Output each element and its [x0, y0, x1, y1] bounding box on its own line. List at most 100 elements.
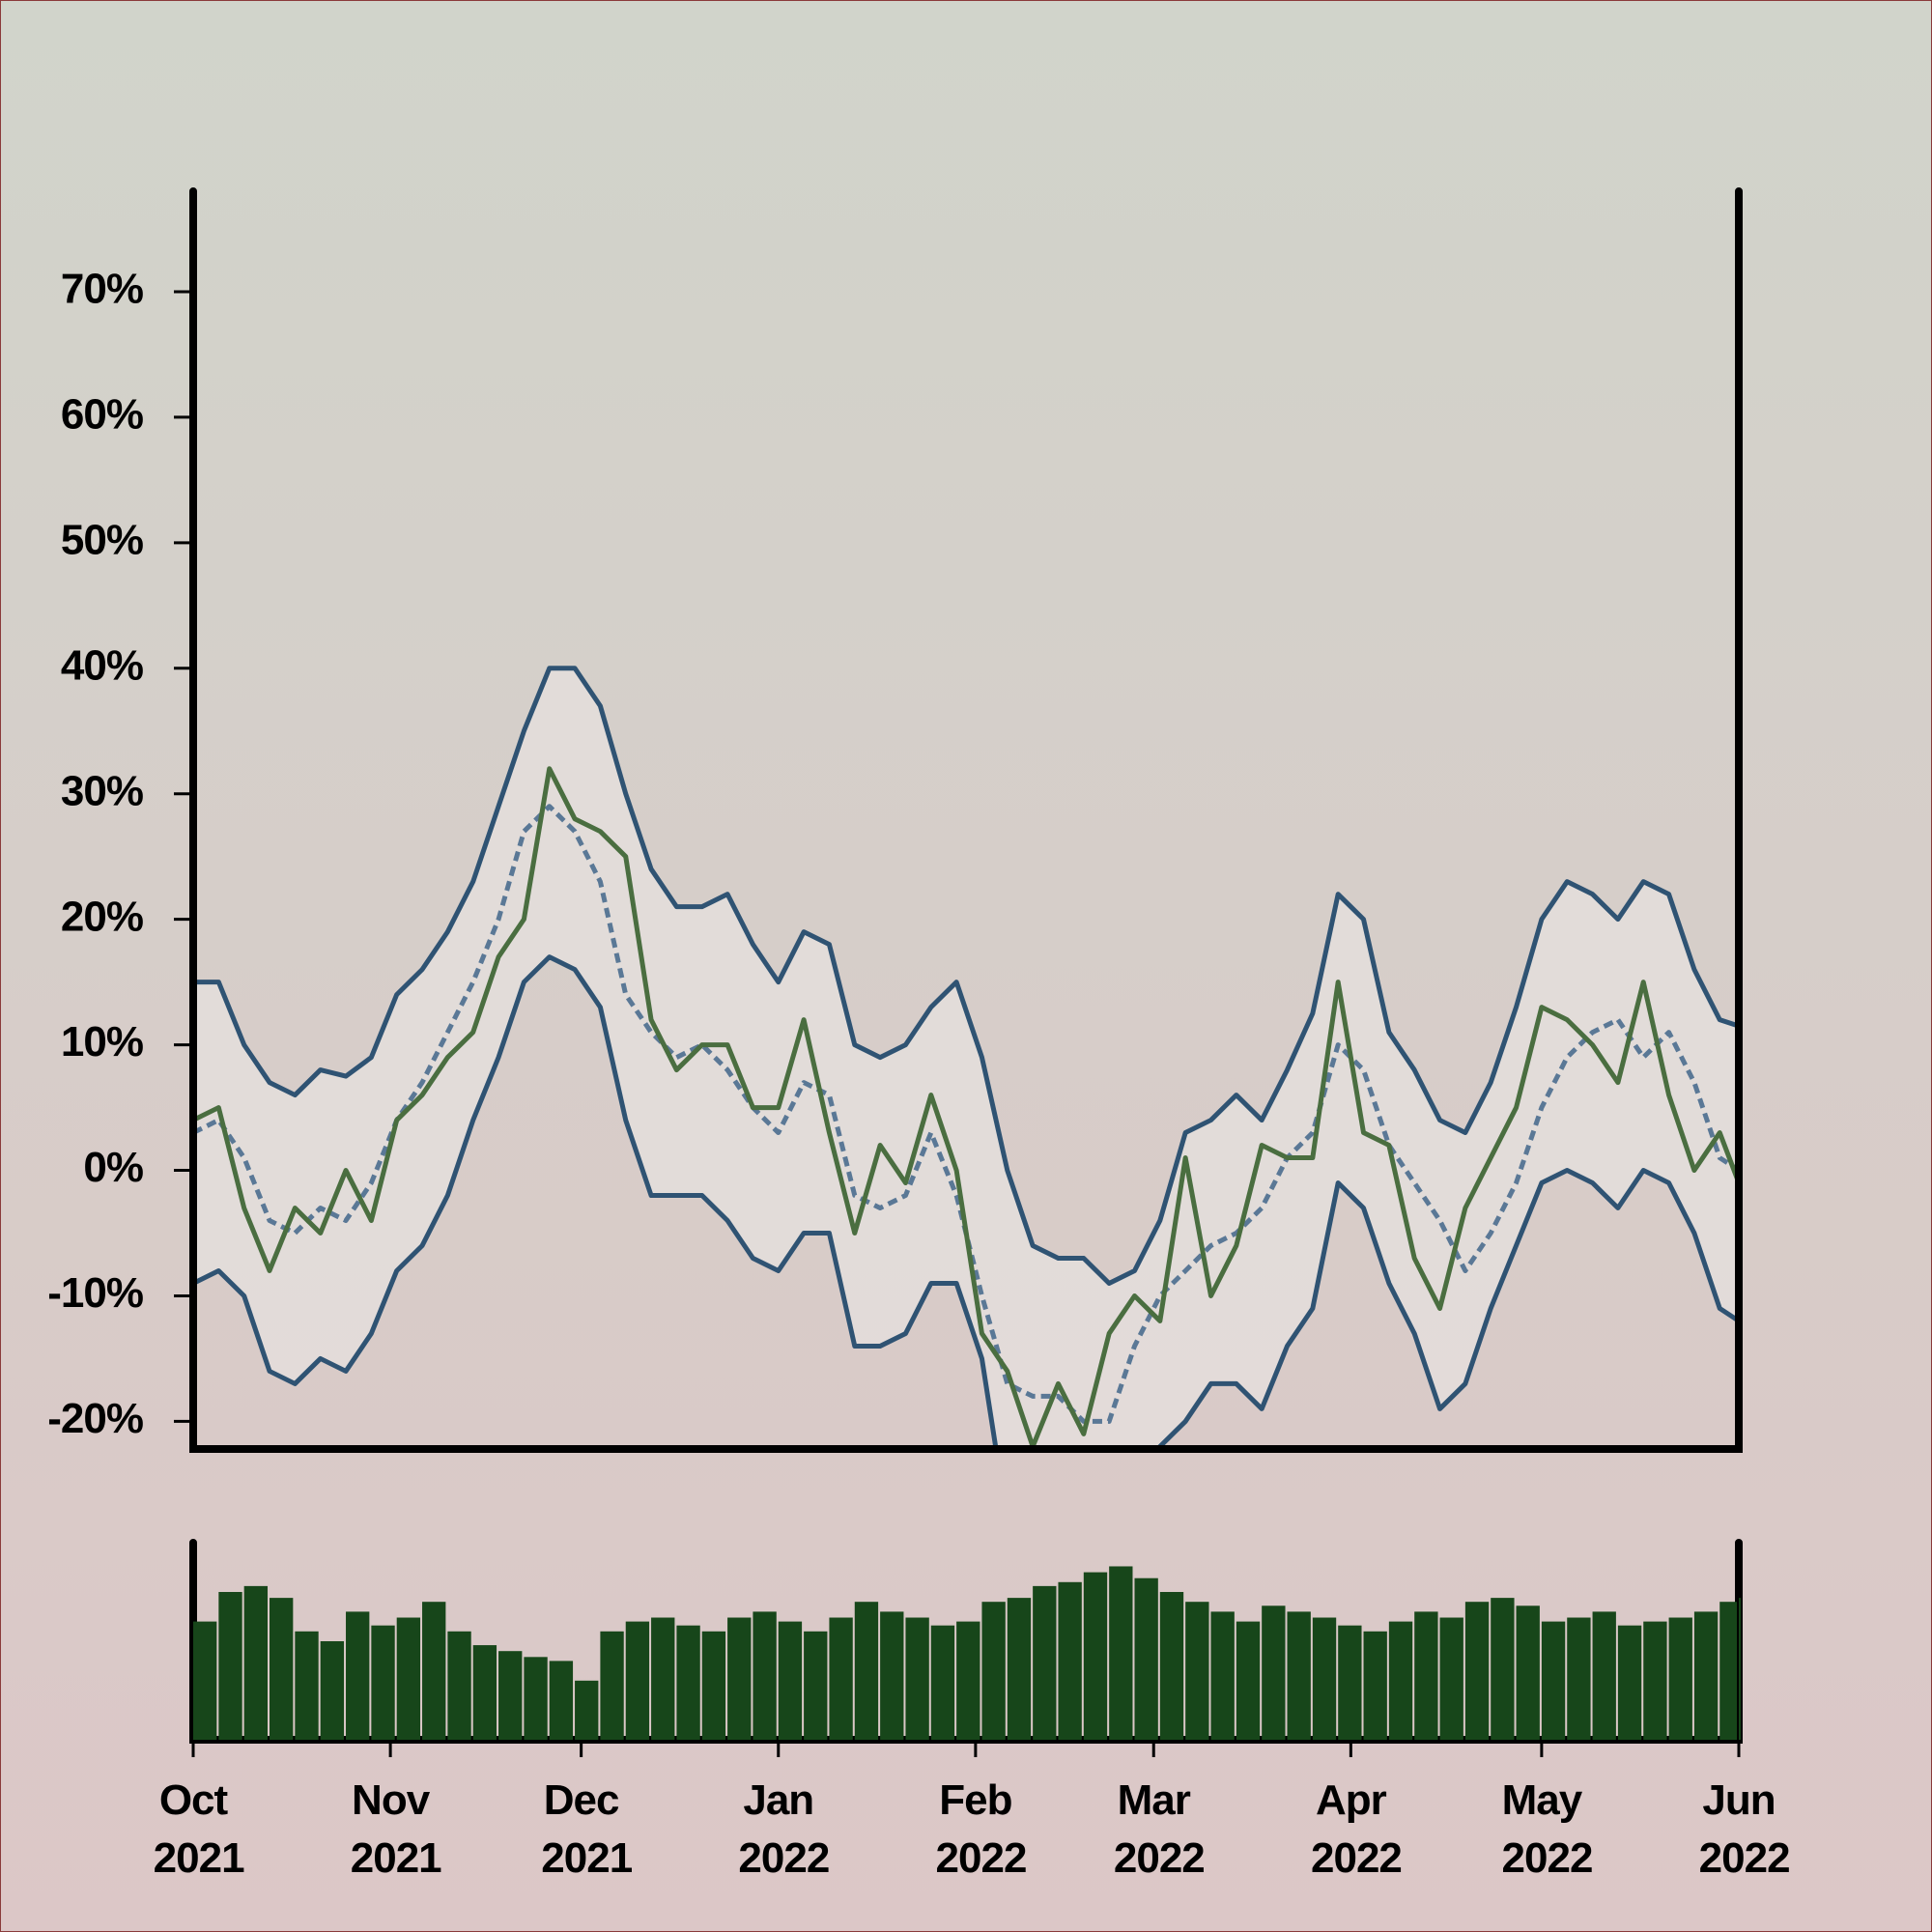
volume-bar — [1541, 1621, 1566, 1740]
volume-bar — [371, 1625, 395, 1740]
x-tick-label: Apr 2022 — [1300, 1776, 1402, 1882]
x-tick-label-line: 2022 — [1103, 1834, 1205, 1882]
volume-bar — [396, 1617, 421, 1740]
volume-bar — [243, 1585, 269, 1740]
volume-bar — [218, 1592, 242, 1740]
x-tick-label-line: Oct — [159, 1776, 229, 1824]
frame — [189, 187, 1743, 1453]
volume-bar — [1262, 1605, 1286, 1740]
volume-bar — [346, 1611, 370, 1740]
x-tick-label-line: 2022 — [727, 1834, 829, 1882]
x-tick-label-line: 2022 — [1688, 1834, 1789, 1882]
volume-bar — [447, 1631, 471, 1740]
y-tick-label: -10% — [47, 1269, 143, 1317]
x-tick-label-line: Apr — [1316, 1776, 1387, 1824]
volume-bar — [1491, 1598, 1515, 1740]
x-tick-label-line: 2021 — [142, 1834, 244, 1882]
volume-bar — [1312, 1617, 1337, 1740]
volume-bar — [651, 1617, 675, 1740]
series-line — [193, 766, 1739, 1449]
series-line — [193, 954, 1739, 1449]
volume-bar — [1134, 1577, 1158, 1740]
volume-bar — [753, 1611, 777, 1740]
volume-bar — [1464, 1602, 1490, 1740]
x-tick-label: May 2022 — [1491, 1776, 1592, 1882]
volume-bar — [600, 1631, 624, 1740]
volume-bar — [1083, 1572, 1108, 1740]
x-tick-label: Jan 2022 — [727, 1776, 829, 1882]
x-tick-label-line: 2021 — [340, 1834, 442, 1882]
volume-bar — [1516, 1605, 1540, 1740]
volume-bar — [193, 1621, 217, 1740]
volume-bar — [1739, 1598, 1741, 1740]
volume-bar — [1210, 1611, 1235, 1740]
volume-bar — [905, 1617, 929, 1740]
volume-bar — [1109, 1566, 1133, 1740]
x-tick-label: Jun 2022 — [1688, 1776, 1789, 1882]
x-tick-label-line: Feb — [939, 1776, 1011, 1824]
volume-bar — [701, 1631, 726, 1740]
volume-bar — [320, 1641, 345, 1740]
y-tick-label: 40% — [61, 641, 143, 689]
y-tick-label: -20% — [47, 1395, 143, 1442]
x-tick-label-line: Mar — [1118, 1776, 1191, 1824]
band-fill — [193, 668, 1739, 1449]
y-tick-label: 0% — [83, 1144, 143, 1191]
volume-bar — [1719, 1602, 1737, 1740]
volume-bar — [1338, 1625, 1362, 1740]
x-tick-label-line: May — [1502, 1776, 1583, 1824]
volume-bar — [854, 1602, 879, 1740]
x-tick-label: Oct 2021 — [142, 1776, 244, 1882]
volume-bar — [422, 1602, 446, 1740]
volume-bar — [829, 1617, 853, 1740]
volume-bar — [1693, 1611, 1719, 1740]
y-tick-label: 60% — [61, 391, 143, 439]
volume-bar — [549, 1661, 574, 1740]
volume-bar — [1592, 1611, 1616, 1740]
volume-bar — [1414, 1611, 1438, 1740]
volume-bar — [1007, 1598, 1032, 1740]
volume-bar — [625, 1621, 650, 1740]
y-tick-label: 20% — [61, 893, 143, 940]
volume-bar — [1033, 1585, 1057, 1740]
volume-bar — [270, 1598, 294, 1740]
volume-bar — [1287, 1611, 1311, 1740]
volume-bar — [1388, 1621, 1413, 1740]
volume-bar — [930, 1625, 955, 1740]
x-tick-label-line: Jun — [1702, 1776, 1775, 1824]
y-tick-label: 70% — [61, 266, 143, 313]
volume-bar — [1058, 1581, 1082, 1740]
volume-bar — [472, 1645, 497, 1740]
volume-bar — [575, 1680, 599, 1740]
volume-bar — [524, 1657, 548, 1740]
x-tick-label-line: Dec — [544, 1776, 619, 1824]
volume-bar — [804, 1631, 828, 1740]
x-tick-label-line: 2021 — [530, 1834, 633, 1882]
volume-bar — [295, 1631, 319, 1740]
volume-bar — [1439, 1617, 1463, 1740]
series-line — [193, 666, 1739, 1286]
x-tick-label: Mar 2022 — [1103, 1776, 1205, 1882]
y-tick-label: 50% — [61, 516, 143, 563]
volume-bar — [981, 1602, 1006, 1740]
volume-bar — [778, 1621, 803, 1740]
main-plot — [193, 666, 1739, 1449]
x-tick-label-line: Nov — [352, 1776, 431, 1824]
y-tick-label: 30% — [61, 767, 143, 814]
volume-bar — [1159, 1592, 1184, 1740]
volume-bar — [956, 1621, 980, 1740]
x-tick-label-line: 2022 — [1491, 1834, 1592, 1882]
x-tick-label-line: Jan — [743, 1776, 813, 1824]
volume-bar — [676, 1625, 700, 1740]
volume-bar — [727, 1617, 752, 1740]
volume-bar — [1236, 1621, 1261, 1740]
volume-bar — [1567, 1617, 1591, 1740]
volume-bar — [498, 1651, 523, 1740]
x-tick-label: Dec 2021 — [530, 1776, 633, 1882]
x-tick-label-line: 2022 — [924, 1834, 1026, 1882]
volume-bar — [1617, 1625, 1642, 1740]
x-tick-label-line: 2022 — [1300, 1834, 1402, 1882]
x-tick-label: Feb 2022 — [924, 1776, 1026, 1882]
